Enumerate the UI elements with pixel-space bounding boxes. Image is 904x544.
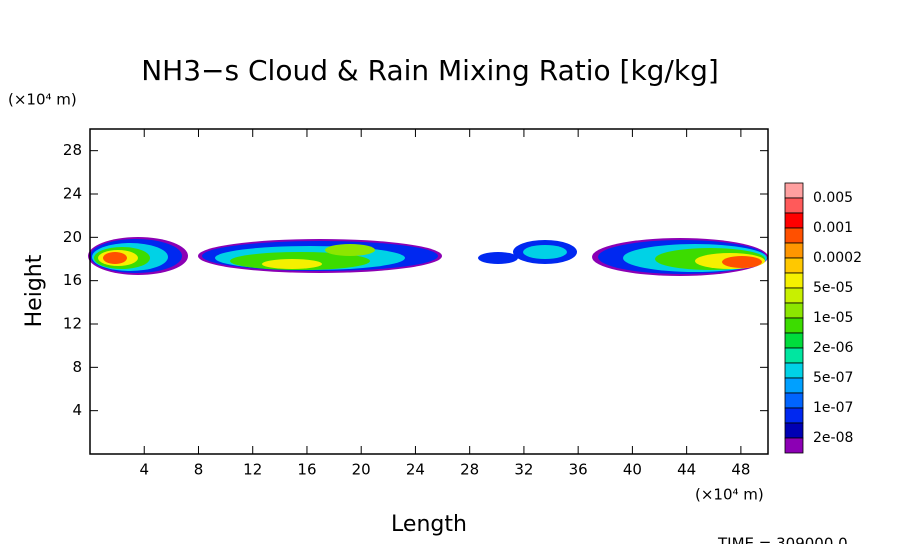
y-tick-label: 20	[63, 228, 82, 246]
colorbar-label: 5e-05	[813, 280, 853, 296]
chart-title: NH3−s Cloud & Rain Mixing Ratio [kg/kg]	[141, 54, 719, 87]
x-label: Length	[391, 512, 467, 537]
y-tick-label: 4	[72, 401, 82, 419]
x-tick-label: 8	[194, 461, 204, 479]
y-unit: (×10⁴ m)	[8, 91, 77, 109]
colorbar-label: 2e-06	[813, 340, 853, 356]
colorbar-box	[784, 377, 804, 394]
colorbar-box	[784, 407, 804, 424]
colorbar-label: 1e-05	[813, 310, 853, 326]
x-tick-label: 20	[352, 461, 371, 479]
colorbar-box	[784, 197, 804, 214]
colorbar-box	[784, 257, 804, 274]
colorbar-box	[784, 212, 804, 229]
colorbar-box	[784, 302, 804, 319]
colorbar-box	[784, 242, 804, 259]
colorbar-label: 0.001	[813, 220, 853, 236]
colorbar-box	[784, 332, 804, 349]
colorbar-label: 0.0002	[813, 250, 862, 266]
colorbar-label: 5e-07	[813, 370, 853, 386]
colorbar-box	[784, 392, 804, 409]
colorbar-box	[784, 227, 804, 244]
plot-frame	[89, 128, 769, 455]
colorbar-box	[784, 362, 804, 379]
colorbar-box	[784, 422, 804, 439]
y-label: Height	[22, 254, 47, 327]
x-tick-label: 28	[460, 461, 479, 479]
y-tick-label: 12	[63, 315, 82, 333]
colorbar-label: 2e-08	[813, 430, 853, 446]
x-tick-label: 40	[623, 461, 642, 479]
y-tick-label: 24	[63, 185, 82, 203]
footer: TIME = 309000.0	[717, 535, 848, 544]
colorbar-box	[784, 437, 804, 454]
x-tick-label: 4	[139, 461, 149, 479]
y-tick-label: 16	[63, 271, 82, 289]
colorbar-box	[784, 272, 804, 289]
x-tick-label: 24	[406, 461, 425, 479]
y-tick-label: 8	[72, 358, 82, 376]
x-tick-label: 44	[677, 461, 696, 479]
colorbar-label: 1e-07	[813, 400, 853, 416]
x-tick-label: 12	[243, 461, 262, 479]
colorbar-box	[784, 287, 804, 304]
x-tick-label: 32	[514, 461, 533, 479]
cloud-field	[88, 237, 768, 276]
colorbar-box	[784, 347, 804, 364]
colorbar-box	[784, 317, 804, 334]
y-tick-label: 28	[63, 141, 82, 159]
x-tick-label: 36	[569, 461, 588, 479]
x-tick-label: 16	[297, 461, 316, 479]
x-tick-label: 48	[731, 461, 750, 479]
colorbar-box	[784, 182, 804, 199]
colorbar-label: 0.005	[813, 190, 853, 206]
x-unit: (×10⁴ m)	[695, 486, 764, 504]
